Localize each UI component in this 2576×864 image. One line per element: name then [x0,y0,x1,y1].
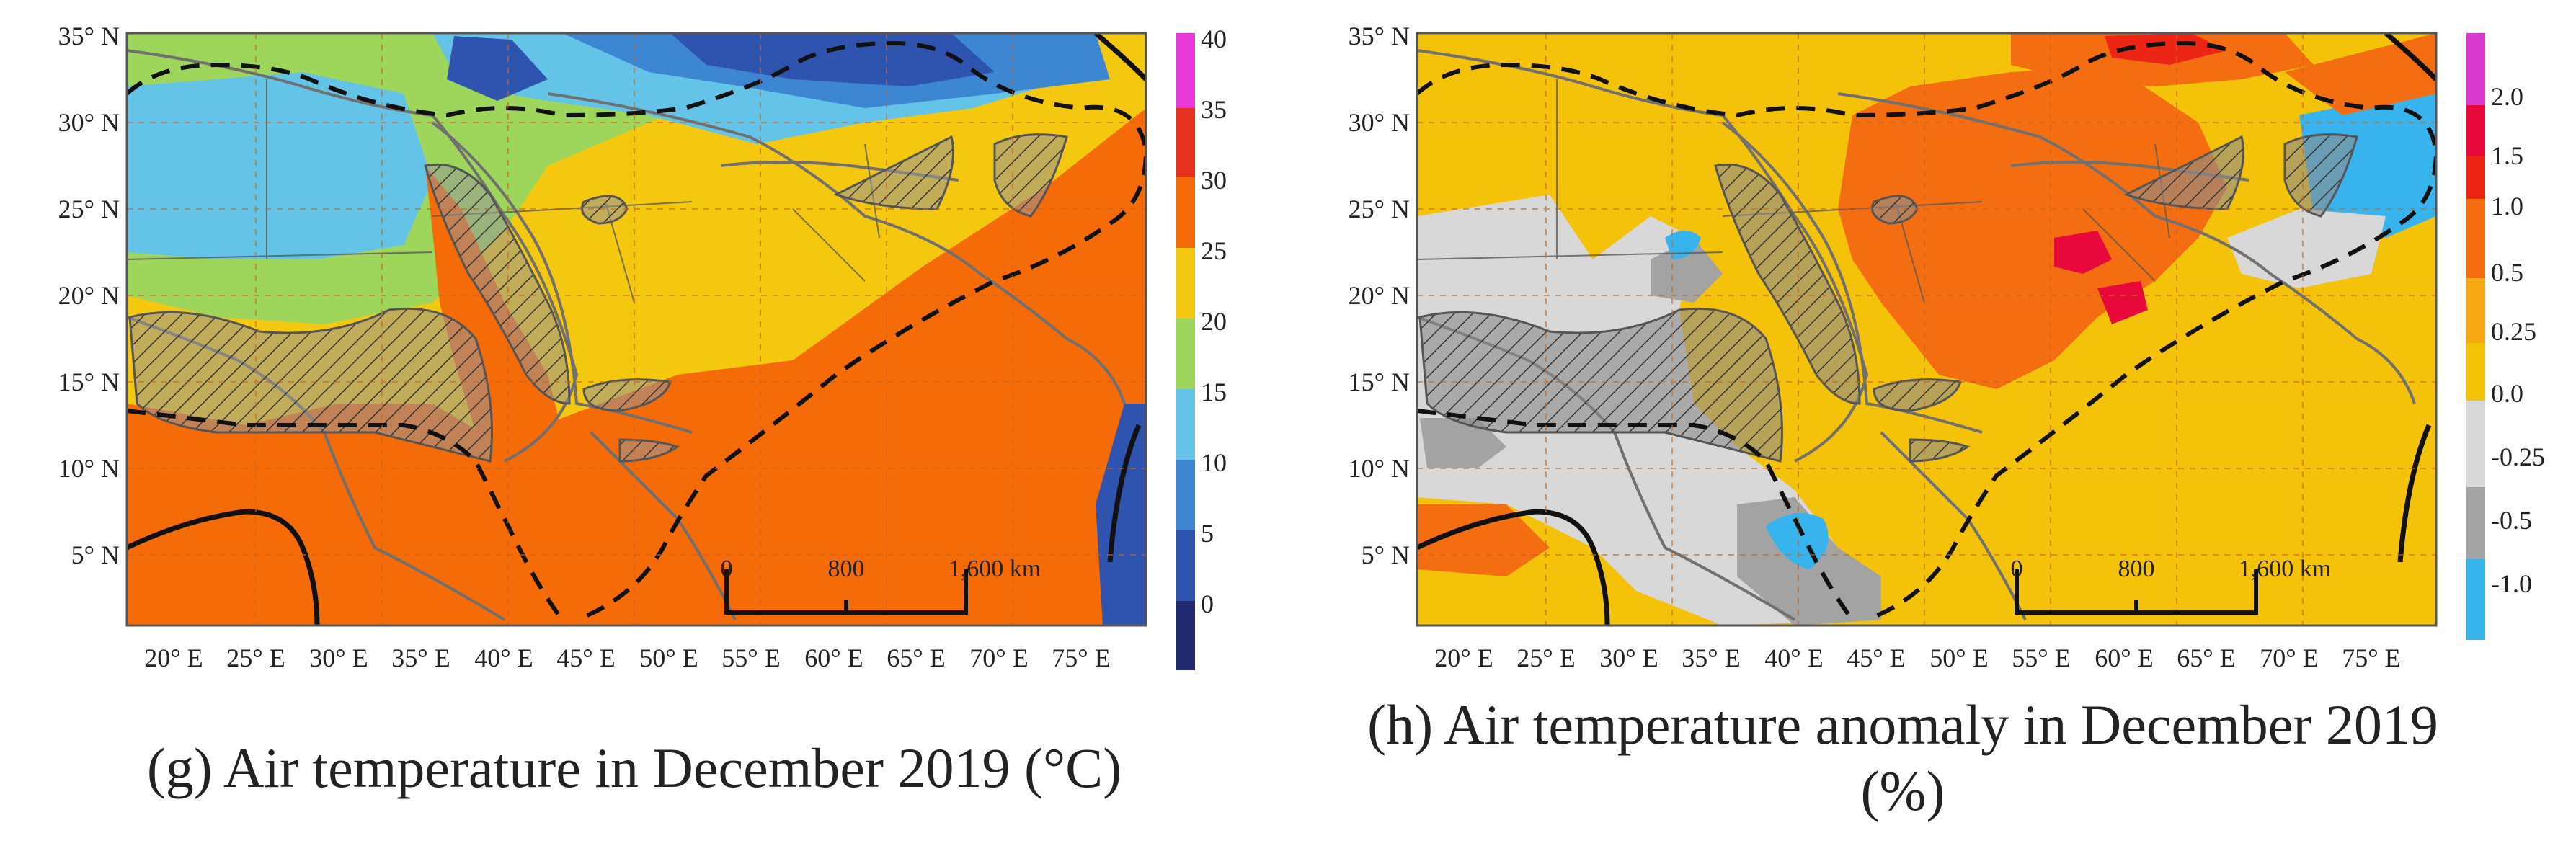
lon-label: 70° E [969,643,1028,672]
legend-label: 25 [1201,236,1227,265]
legend-swatch [2466,401,2485,487]
panel-h: 35° N 30° N 25° N 20° N 15° N 10° N 5° N… [1290,0,2576,864]
legend-label: 0 [1201,589,1214,618]
lat-label: 30° N [1349,108,1410,137]
legend-swatch [1176,108,1195,177]
lon-label: 25° E [1516,643,1575,672]
panel-h-lat-labels: 35° N 30° N 25° N 20° N 15° N 10° N 5° N [1349,22,1410,569]
lat-label: 15° N [58,368,120,396]
legend-swatch [1176,248,1195,319]
lon-label: 40° E [474,643,533,672]
legend-label: 0.0 [2491,379,2523,408]
legend-swatch [2466,199,2485,278]
legend-label: 20 [1201,307,1227,336]
lon-label: 40° E [1764,643,1823,672]
lon-label: 45° E [556,643,615,672]
lat-label: 25° N [58,195,120,223]
lat-label: 35° N [58,22,120,50]
legend-swatch [1176,530,1195,601]
panel-g-map [127,33,1146,625]
panel-g-scale-bar: 0 800 1,600 km [721,556,1041,615]
lat-label: 25° N [1349,195,1410,223]
panel-g-caption: (g) Air temperature in December 2019 (°C… [146,736,1122,799]
scale-label: 0 [2011,556,2023,582]
legend-label: 15 [1201,378,1227,406]
lon-label: 60° E [804,643,863,672]
legend-swatch [2466,487,2485,559]
legend-label: 30 [1201,166,1227,195]
legend-swatch [1176,177,1195,248]
lon-label: 45° E [1847,643,1905,672]
panel-h-caption: (h) Air temperature anomaly in December … [1367,693,2438,822]
panel-g-lon-labels: 20° E 25° E 30° E 35° E 40° E 45° E 50° … [144,643,1110,672]
legend-swatch [1176,601,1195,670]
lon-label: 35° E [391,643,450,672]
lon-label: 50° E [1929,643,1988,672]
legend-label: -1.0 [2491,569,2532,598]
legend-swatch [2466,33,2485,105]
panel-g-frame [125,32,1147,627]
lon-label: 55° E [2012,643,2070,672]
scale-label: 800 [2118,556,2155,582]
panel-g-map-figure: 35° N 30° N 25° N 20° N 15° N 10° N 5° N… [58,22,1227,672]
legend-label: 10 [1201,448,1227,477]
lat-label: 10° N [58,454,120,483]
legend-label: 5 [1201,519,1214,548]
lat-label: 15° N [1349,368,1410,396]
panel-g: 35° N 30° N 25° N 20° N 15° N 10° N 5° N… [58,22,1227,799]
scale-label: 1,600 km [2239,556,2331,582]
lon-label: 25° E [226,643,285,672]
legend-label: -0.5 [2491,506,2532,535]
lat-label: 10° N [1349,454,1410,483]
panel-h-lon-labels: 20° E 25° E 30° E 35° E 40° E 45° E 50° … [1434,643,2400,672]
lon-label: 20° E [1434,643,1493,672]
legend-swatch [1176,460,1195,530]
legend-swatch [1176,33,1195,108]
scale-label: 1,600 km [949,556,1041,582]
lat-label: 35° N [1349,22,1410,50]
lat-label: 20° N [58,281,120,310]
lon-label: 75° E [1052,643,1110,672]
lon-label: 65° E [2177,643,2235,672]
scale-label: 800 [828,556,865,582]
panel-g-legend: 40 35 30 25 20 15 10 5 0 [1176,25,1227,670]
legend-swatch [2466,343,2485,401]
legend-swatch [2466,559,2485,640]
panel-h-map-figure: 35° N 30° N 25° N 20° N 15° N 10° N 5° N… [1349,22,2545,672]
lon-label: 30° E [1599,643,1658,672]
panel-h-scale-bar: 0 800 1,600 km [2011,556,2331,615]
panel-h-map [1417,33,2436,625]
lon-label: 20° E [144,643,203,672]
legend-label: 0.5 [2491,258,2523,287]
lon-label: 75° E [2342,643,2400,672]
lon-label: 30° E [309,643,368,672]
legend-label: 35 [1201,95,1227,124]
panel-g-lat-labels: 35° N 30° N 25° N 20° N 15° N 10° N 5° N [58,22,120,569]
lat-label: 5° N [1362,540,1410,569]
legend-swatch [2466,105,2485,156]
legend-label: 1.5 [2491,141,2523,170]
lon-label: 55° E [721,643,780,672]
legend-label: 2.0 [2491,82,2523,111]
panel-h-frame [1416,32,2438,627]
panel-h-legend: 2.0 1.5 1.0 0.5 0.25 0.0 -0.25 -0.5 -1.0 [2466,33,2545,640]
scale-label: 0 [721,556,733,582]
legend-swatch [1176,319,1195,389]
legend-swatch [2466,278,2485,343]
legend-label: 1.0 [2491,192,2523,221]
lon-label: 70° E [2260,643,2318,672]
lat-label: 30° N [58,108,120,137]
lon-label: 60° E [2095,643,2153,672]
lat-label: 20° N [1349,281,1410,310]
lon-label: 65° E [887,643,945,672]
legend-label: 0.25 [2491,317,2536,346]
lon-label: 35° E [1682,643,1740,672]
legend-label: 40 [1201,25,1227,53]
lat-label: 5° N [71,540,120,569]
legend-swatch [1176,389,1195,460]
lon-label: 50° E [639,643,698,672]
legend-swatch [2466,156,2485,199]
legend-label: -0.25 [2491,442,2545,471]
